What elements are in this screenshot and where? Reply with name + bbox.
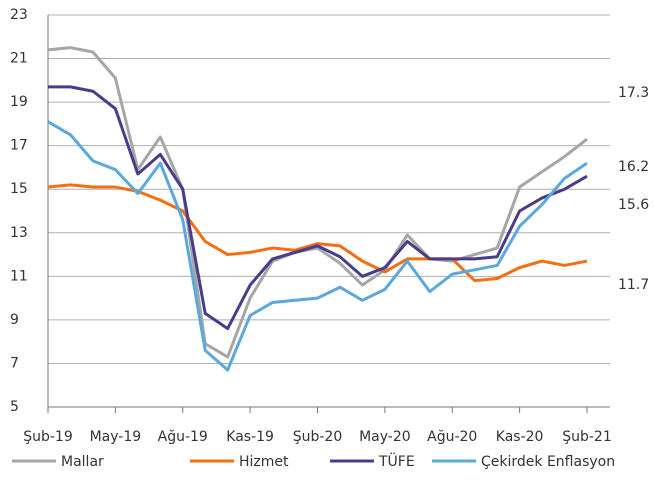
end-label: 17.3: [618, 85, 649, 101]
legend-label: TÜFE: [378, 452, 415, 470]
y-tick-label: 19: [10, 94, 28, 110]
x-tick-label: Şub-20: [293, 429, 343, 445]
legend-label: Çekirdek Enflasyon: [481, 454, 615, 470]
x-tick-label: May-19: [90, 429, 142, 445]
x-tick-label: Kas-20: [496, 429, 544, 445]
x-tick-label: Şub-19: [23, 429, 73, 445]
y-tick-label: 5: [10, 399, 19, 415]
end-label: 11.7: [618, 277, 649, 293]
y-tick-label: 13: [10, 225, 28, 241]
end-label: 16.2: [618, 159, 649, 175]
x-tick-label: Kas-19: [226, 429, 274, 445]
x-tick-label: May-20: [359, 429, 411, 445]
x-tick-label: Ağu-20: [427, 429, 477, 445]
y-tick-label: 21: [10, 51, 28, 67]
series-line: [48, 85, 588, 331]
y-tick-label: 9: [10, 312, 19, 328]
x-tick-label: Şub-21: [562, 429, 612, 445]
series-line: [47, 120, 588, 372]
y-tick-label: 23: [10, 7, 28, 23]
y-tick-label: 17: [10, 138, 28, 154]
x-tick-label: Ağu-19: [158, 429, 208, 445]
legend-label: Hizmet: [239, 454, 289, 470]
legend-label: Mallar: [61, 454, 104, 470]
end-label: 15.6: [618, 197, 649, 213]
y-tick-label: 7: [10, 355, 19, 371]
series-line: [47, 46, 588, 359]
y-tick-label: 11: [10, 268, 28, 284]
y-tick-label: 15: [10, 181, 28, 197]
